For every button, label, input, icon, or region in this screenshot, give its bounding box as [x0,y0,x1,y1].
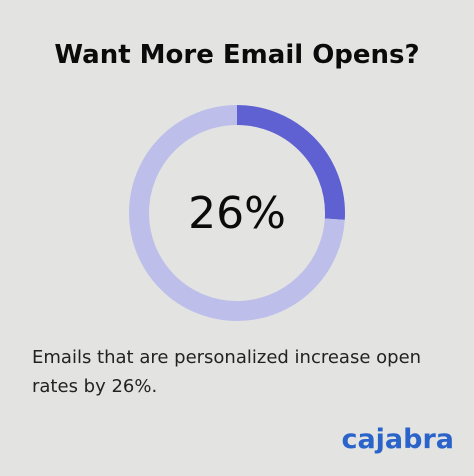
donut-center-value: 26% [188,187,286,239]
page-title: Want More Email Opens? [54,40,420,70]
donut-slice-remainder [129,105,345,321]
donut-chart [129,105,345,321]
caption-text: Emails that are personalized increase op… [32,347,422,397]
brand-logo: cajabra [341,424,454,455]
